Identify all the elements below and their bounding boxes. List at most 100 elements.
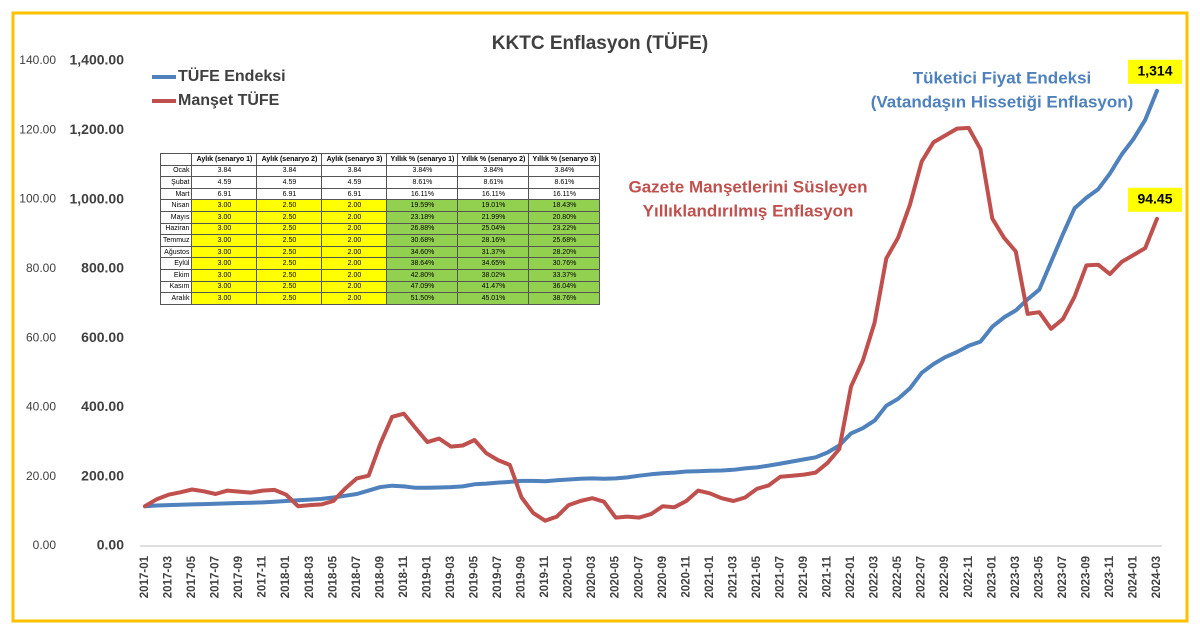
y2-tick-label: 40.00 (26, 400, 56, 414)
x-tick-label: 2020-09 (657, 556, 669, 598)
annotation: Yıllıklandırılmış Enflasyon (643, 201, 854, 220)
table-cell: 19.59% (386, 199, 459, 212)
table-cell: 25.68% (528, 234, 601, 247)
x-tick-label: 2018-07 (351, 556, 363, 598)
x-tick-label: 2019-11 (539, 555, 551, 597)
x-tick-label: 2018-05 (327, 555, 339, 598)
table-cell: 2.00 (321, 245, 388, 259)
x-tick-label: 2022-07 (916, 556, 928, 598)
table-cell: 30.76% (528, 257, 601, 270)
table-cell: 3.00 (191, 210, 258, 224)
table-header-cell: Aylık (senaryo 2) (256, 153, 323, 166)
x-tick-label: 2018-11 (398, 555, 410, 597)
table-cell: 3.84% (528, 164, 601, 178)
table-cell: 42.80% (386, 268, 459, 282)
x-tick-label: 2019-09 (516, 556, 528, 598)
table-header-cell: Yıllık % (senaryo 1) (386, 153, 459, 166)
table-cell: 4.59 (256, 176, 323, 189)
table-cell: 2.50 (256, 280, 323, 294)
table-row: Eylül 3.00 2.50 2.00 38.64% 34.65% 30.76% (159, 257, 601, 270)
table-cell: 16.11% (457, 187, 530, 201)
table-cell: 2.00 (321, 222, 388, 236)
table-cell: 3.84 (191, 164, 258, 178)
table-cell: 2.00 (321, 292, 388, 305)
table-cell: 8.61% (528, 176, 601, 189)
table-cell: Mart (159, 187, 193, 201)
table-cell: 2.50 (256, 268, 323, 282)
table-cell: Aralık (159, 292, 193, 305)
table-cell: Ocak (159, 164, 193, 178)
table-cell: 2.50 (256, 210, 323, 224)
table-cell: 23.22% (528, 222, 601, 236)
x-tick-label: 2024-01 (1127, 555, 1139, 598)
x-tick-label: 2023-05 (1033, 555, 1045, 598)
y2-tick-label: 80.00 (26, 261, 56, 275)
x-tick-label: 2022-03 (869, 556, 881, 598)
table-row: Aralık 3.00 2.50 2.00 51.50% 45.01% 38.76% (159, 292, 601, 305)
x-tick-label: 2017-09 (233, 556, 245, 598)
table-cell: 2.50 (256, 222, 323, 236)
table-cell: 19.01% (457, 199, 530, 212)
table-row: Kasım 3.00 2.50 2.00 47.09% 41.47% 36.04% (159, 280, 601, 294)
chart-title: KKTC Enflasyon (TÜFE) (492, 33, 708, 54)
table-cell: 16.11% (386, 187, 459, 201)
table-cell: 2.50 (256, 245, 323, 259)
table-cell: 2.00 (321, 199, 388, 212)
x-tick-label: 2017-05 (186, 555, 198, 598)
x-tick-label: 2022-05 (892, 555, 904, 598)
table-row: Ağustos 3.00 2.50 2.00 34.60% 31.37% 28.20% (159, 245, 601, 259)
table-cell: Mayıs (159, 210, 193, 224)
x-tick-label: 2017-11 (257, 555, 269, 597)
table-cell: 2.00 (321, 257, 388, 270)
table-cell: 2.50 (256, 257, 323, 270)
table-cell: 31.37% (457, 245, 530, 259)
table-row: Nisan 3.00 2.50 2.00 19.59% 19.01% 18.43% (159, 199, 601, 212)
series-line (143, 125, 1159, 523)
y-tick-label: 1,200.00 (70, 121, 125, 137)
table-cell: 38.02% (457, 268, 530, 282)
y-tick-label: 600.00 (81, 329, 124, 345)
table-cell: 36.04% (528, 280, 601, 294)
y-tick-label: 0.00 (97, 537, 124, 553)
table-cell: 2.00 (321, 268, 388, 282)
table-cell: 25.04% (457, 222, 530, 236)
table-cell: 33.37% (528, 268, 601, 282)
table-cell: 20.80% (528, 210, 601, 224)
y-tick-label: 400.00 (81, 398, 124, 414)
table-cell: Nisan (159, 199, 193, 212)
table-cell: 30.68% (386, 234, 459, 247)
table-row: Ocak 3.84 3.84 3.84 3.84% 3.84% 3.84% (159, 164, 601, 178)
table-cell: 41.47% (457, 280, 530, 294)
table-cell: 4.59 (191, 176, 258, 189)
x-tick-label: 2021-09 (798, 556, 810, 598)
annotation: (Vatandaşın Hissetiği Enflasyon) (871, 92, 1134, 111)
table-cell: 3.00 (191, 257, 258, 270)
table-cell: Ağustos (159, 245, 193, 259)
table-row: Şubat 4.59 4.59 4.59 8.61% 8.61% 8.61% (159, 176, 601, 189)
x-tick-label: 2017-01 (139, 555, 151, 598)
table-header-row: Aylık (senaryo 1) Aylık (senaryo 2) Aylık … (159, 153, 601, 166)
table-cell: 38.76% (528, 292, 601, 305)
x-tick-label: 2022-01 (845, 555, 857, 598)
x-tick-label: 2021-11 (822, 555, 834, 597)
y-tick-label: 800.00 (81, 260, 124, 276)
end-label: 94.45 (1137, 191, 1172, 207)
x-tick-label: 2023-07 (1057, 556, 1069, 598)
table-cell: 3.00 (191, 199, 258, 212)
table-cell: 18.43% (528, 199, 601, 212)
table-cell: 26.88% (386, 222, 459, 236)
table-cell: 6.91 (256, 187, 323, 201)
y2-tick-label: 140.00 (19, 53, 56, 67)
x-tick-label: 2019-03 (445, 556, 457, 598)
table-header-cell: Aylık (senaryo 3) (321, 153, 388, 166)
table-row: Ekim 3.00 2.50 2.00 42.80% 38.02% 33.37% (159, 268, 601, 282)
table-cell: 21.99% (457, 210, 530, 224)
y-tick-label: 200.00 (81, 467, 124, 483)
table-cell: Haziran (159, 222, 193, 236)
table-cell: 6.91 (321, 187, 388, 201)
y2-tick-label: 20.00 (26, 469, 56, 483)
table-cell: Eylül (159, 257, 193, 270)
table-cell: 6.91 (191, 187, 258, 201)
x-tick-label: 2018-03 (304, 556, 316, 598)
